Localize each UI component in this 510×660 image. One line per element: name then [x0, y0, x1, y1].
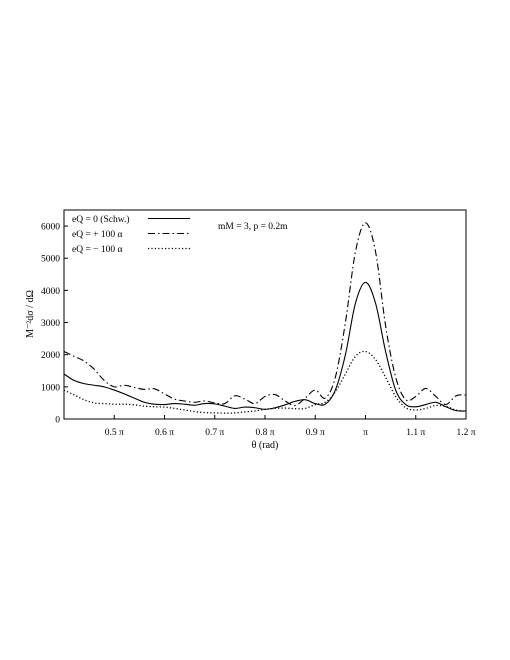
- y-axis-label: M⁻²dσ / dΩ: [25, 290, 36, 338]
- x-tick-label: 0.8 π: [255, 428, 274, 438]
- series-layer: [63, 222, 467, 414]
- x-tick-label: 1.2 π: [456, 428, 475, 438]
- x-tick-label: 0.6 π: [155, 428, 174, 438]
- legend-label: eQ = − 100 α: [72, 245, 123, 255]
- legend: eQ = 0 (Schw.) eQ = + 100 α eQ = − 100 α: [72, 214, 190, 255]
- y-axis: 0 1000 2000 3000 4000 5000 6000: [41, 223, 68, 426]
- x-tick-label: 0.5 π: [105, 428, 124, 438]
- legend-label: eQ = + 100 α: [72, 230, 123, 240]
- x-tick-label: 1.1 π: [406, 428, 425, 438]
- series-line-solid: [63, 281, 467, 412]
- series-line-dashdot: [63, 222, 467, 407]
- x-tick-label: 0.7 π: [205, 428, 224, 438]
- legend-label: eQ = 0 (Schw.): [72, 214, 130, 225]
- x-axis-label: θ (rad): [252, 440, 279, 451]
- y-tick-label: 0: [55, 416, 60, 426]
- chart-annotation: mM = 3, p = 0.2m: [218, 222, 288, 232]
- plot-frame: [63, 209, 467, 420]
- y-tick-label: 5000: [41, 255, 60, 265]
- x-axis: 0.5 π 0.6 π 0.7 π 0.8 π 0.9 π π 1.1 π 1.2 π: [105, 415, 476, 438]
- y-tick-label: 3000: [41, 319, 60, 329]
- y-tick-label: 6000: [41, 223, 60, 233]
- y-tick-label: 2000: [41, 351, 60, 361]
- y-tick-label: 4000: [41, 287, 60, 297]
- x-tick-label: 0.9 π: [306, 428, 325, 438]
- series-line-dotted: [63, 350, 467, 414]
- x-tick-label: π: [363, 428, 368, 438]
- y-tick-label: 1000: [41, 383, 60, 393]
